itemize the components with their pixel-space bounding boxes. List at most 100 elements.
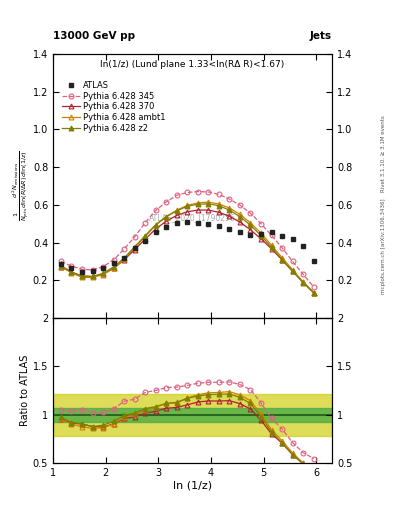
- Text: mcplots.cern.ch [arXiv:1306.3436]: mcplots.cern.ch [arXiv:1306.3436]: [381, 198, 386, 293]
- Pythia 6.428 370: [132, 247, 137, 253]
- Pythia 6.428 345: [164, 199, 169, 205]
- ATLAS: [132, 245, 137, 251]
- Pythia 6.428 ambt1: [174, 207, 179, 214]
- Pythia 6.428 345: [217, 191, 221, 198]
- ATLAS: [195, 220, 200, 226]
- Text: ATLAS_2020_I1790256: ATLAS_2020_I1790256: [149, 213, 236, 222]
- Pythia 6.428 345: [290, 259, 295, 265]
- Pythia 6.428 z2: [185, 203, 190, 209]
- Pythia 6.428 z2: [301, 280, 305, 286]
- Pythia 6.428 z2: [280, 257, 285, 263]
- Pythia 6.428 z2: [206, 201, 211, 207]
- Pythia 6.428 345: [311, 284, 316, 290]
- Pythia 6.428 370: [259, 236, 263, 242]
- Line: Pythia 6.428 345: Pythia 6.428 345: [59, 189, 316, 289]
- Pythia 6.428 z2: [227, 207, 232, 213]
- Pythia 6.428 345: [185, 189, 190, 196]
- Y-axis label: $\frac{1}{N_\mathrm{jets}}\frac{d^2 N_\mathrm{emissions}}{d\ln(R/\Delta R)\,d\ln: $\frac{1}{N_\mathrm{jets}}\frac{d^2 N_\m…: [11, 151, 31, 221]
- Pythia 6.428 370: [80, 273, 84, 279]
- Pythia 6.428 ambt1: [80, 274, 84, 281]
- Pythia 6.428 ambt1: [227, 205, 232, 211]
- Pythia 6.428 345: [206, 189, 211, 195]
- Text: Jets: Jets: [310, 31, 332, 41]
- Pythia 6.428 z2: [259, 232, 263, 239]
- Pythia 6.428 ambt1: [69, 270, 74, 276]
- Pythia 6.428 345: [259, 221, 263, 227]
- Line: ATLAS: ATLAS: [59, 219, 316, 274]
- Pythia 6.428 ambt1: [238, 211, 242, 218]
- Bar: [53, 394, 332, 436]
- Pythia 6.428 ambt1: [143, 233, 147, 240]
- Pythia 6.428 370: [206, 207, 211, 213]
- Pythia 6.428 ambt1: [111, 265, 116, 271]
- ATLAS: [153, 229, 158, 235]
- ATLAS: [164, 224, 169, 230]
- Pythia 6.428 ambt1: [280, 254, 285, 261]
- Pythia 6.428 370: [290, 268, 295, 274]
- Pythia 6.428 z2: [174, 208, 179, 214]
- Pythia 6.428 370: [122, 257, 127, 263]
- Pythia 6.428 ambt1: [122, 256, 127, 262]
- ATLAS: [143, 238, 147, 244]
- Pythia 6.428 ambt1: [248, 220, 253, 226]
- ATLAS: [269, 229, 274, 235]
- Pythia 6.428 z2: [238, 214, 242, 220]
- Pythia 6.428 370: [185, 209, 190, 215]
- Pythia 6.428 ambt1: [185, 202, 190, 208]
- Pythia 6.428 z2: [248, 222, 253, 228]
- Pythia 6.428 ambt1: [101, 271, 105, 278]
- ATLAS: [311, 259, 316, 265]
- Pythia 6.428 z2: [69, 269, 74, 275]
- Pythia 6.428 ambt1: [259, 230, 263, 236]
- ATLAS: [227, 226, 232, 232]
- Pythia 6.428 345: [153, 207, 158, 214]
- ATLAS: [248, 232, 253, 238]
- Pythia 6.428 345: [227, 196, 232, 202]
- Pythia 6.428 z2: [90, 273, 95, 280]
- Pythia 6.428 370: [111, 265, 116, 271]
- Pythia 6.428 z2: [290, 268, 295, 274]
- X-axis label: ln (1/z): ln (1/z): [173, 481, 212, 491]
- ATLAS: [217, 222, 221, 228]
- Pythia 6.428 370: [217, 209, 221, 216]
- Pythia 6.428 370: [164, 218, 169, 224]
- Pythia 6.428 ambt1: [206, 199, 211, 205]
- Pythia 6.428 ambt1: [290, 267, 295, 273]
- ATLAS: [80, 269, 84, 275]
- Pythia 6.428 370: [248, 227, 253, 233]
- ATLAS: [206, 221, 211, 227]
- Pythia 6.428 345: [80, 266, 84, 272]
- Pythia 6.428 z2: [132, 244, 137, 250]
- Pythia 6.428 z2: [111, 264, 116, 270]
- Pythia 6.428 345: [174, 192, 179, 198]
- Pythia 6.428 370: [311, 289, 316, 295]
- Text: ln(1/z) (Lund plane 1.33<ln(RΔ R)<1.67): ln(1/z) (Lund plane 1.33<ln(RΔ R)<1.67): [101, 60, 285, 69]
- Line: Pythia 6.428 ambt1: Pythia 6.428 ambt1: [59, 200, 316, 295]
- Pythia 6.428 345: [111, 257, 116, 263]
- Pythia 6.428 370: [174, 212, 179, 219]
- Line: Pythia 6.428 z2: Pythia 6.428 z2: [59, 201, 316, 295]
- Text: 13000 GeV pp: 13000 GeV pp: [53, 31, 135, 41]
- Pythia 6.428 345: [90, 267, 95, 273]
- Text: Rivet 3.1.10, ≥ 3.1M events: Rivet 3.1.10, ≥ 3.1M events: [381, 115, 386, 192]
- Pythia 6.428 370: [227, 213, 232, 219]
- ATLAS: [280, 233, 285, 239]
- ATLAS: [259, 231, 263, 237]
- Pythia 6.428 370: [69, 269, 74, 275]
- Pythia 6.428 370: [280, 257, 285, 263]
- Pythia 6.428 370: [90, 273, 95, 280]
- Pythia 6.428 345: [269, 232, 274, 239]
- Pythia 6.428 ambt1: [301, 279, 305, 285]
- Pythia 6.428 370: [238, 219, 242, 225]
- Pythia 6.428 ambt1: [153, 222, 158, 228]
- ATLAS: [69, 265, 74, 271]
- Pythia 6.428 ambt1: [269, 242, 274, 248]
- ATLAS: [101, 265, 105, 271]
- Pythia 6.428 ambt1: [311, 289, 316, 295]
- Y-axis label: Ratio to ATLAS: Ratio to ATLAS: [20, 355, 30, 426]
- Pythia 6.428 345: [238, 202, 242, 208]
- ATLAS: [59, 261, 63, 267]
- Pythia 6.428 z2: [80, 273, 84, 279]
- ATLAS: [174, 220, 179, 226]
- ATLAS: [111, 260, 116, 266]
